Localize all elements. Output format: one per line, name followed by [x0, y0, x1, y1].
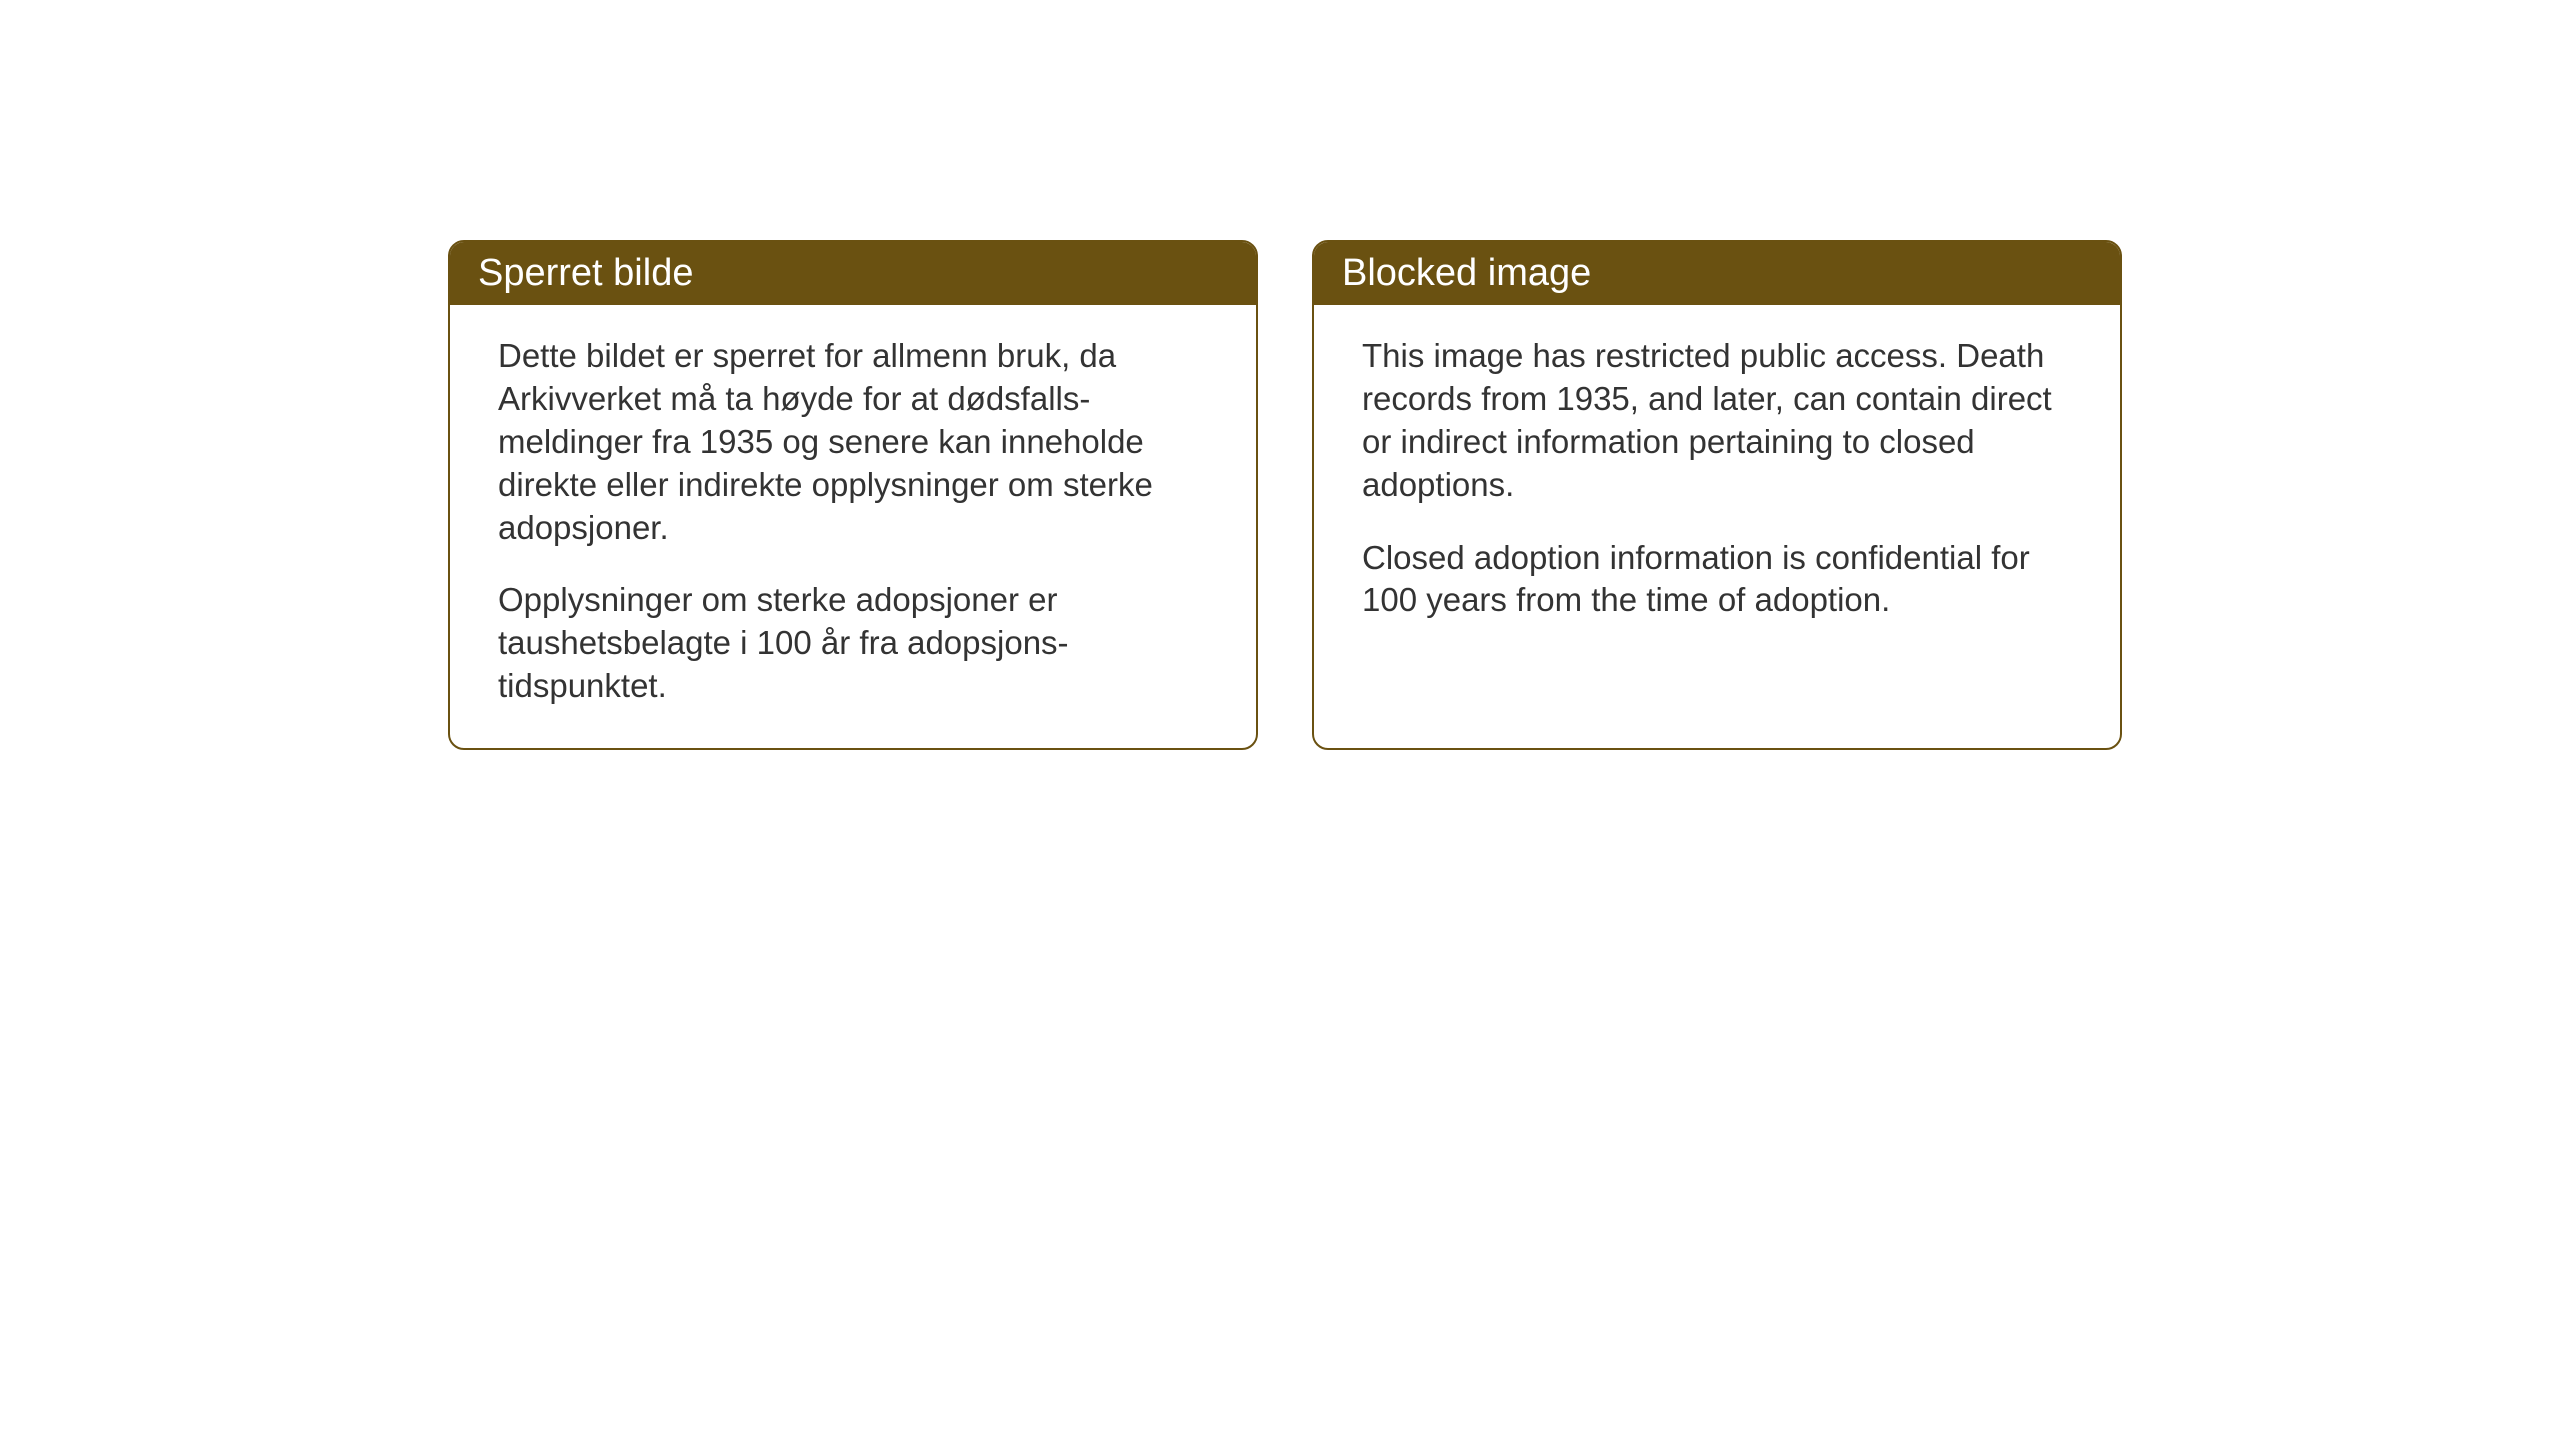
notice-paragraph: This image has restricted public access.…	[1362, 335, 2072, 507]
notice-header-norwegian: Sperret bilde	[450, 242, 1256, 305]
notice-body-english: This image has restricted public access.…	[1314, 305, 2120, 662]
notice-card-norwegian: Sperret bilde Dette bildet er sperret fo…	[448, 240, 1258, 750]
notice-paragraph: Dette bildet er sperret for allmenn bruk…	[498, 335, 1208, 549]
notice-title: Sperret bilde	[478, 252, 693, 294]
notice-body-norwegian: Dette bildet er sperret for allmenn bruk…	[450, 305, 1256, 748]
notice-title: Blocked image	[1342, 252, 1591, 294]
notice-container: Sperret bilde Dette bildet er sperret fo…	[448, 240, 2122, 750]
notice-card-english: Blocked image This image has restricted …	[1312, 240, 2122, 750]
notice-paragraph: Closed adoption information is confident…	[1362, 537, 2072, 623]
notice-paragraph: Opplysninger om sterke adopsjoner er tau…	[498, 579, 1208, 708]
notice-header-english: Blocked image	[1314, 242, 2120, 305]
